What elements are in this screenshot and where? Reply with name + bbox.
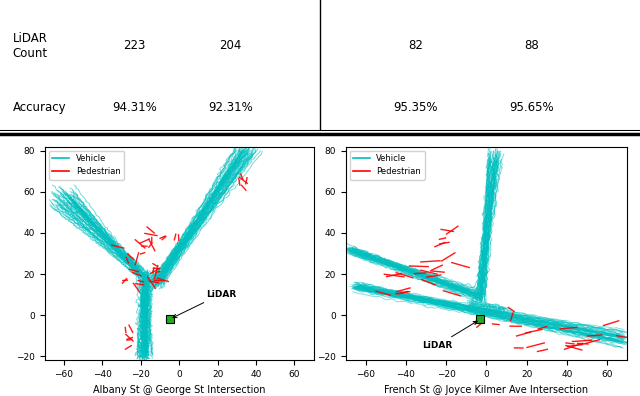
Text: 88: 88 — [524, 39, 539, 52]
Text: 204: 204 — [220, 39, 241, 52]
Text: 82: 82 — [408, 39, 424, 52]
Legend: Vehicle, Pedestrian: Vehicle, Pedestrian — [350, 151, 424, 179]
Text: 92.31%: 92.31% — [208, 101, 253, 114]
X-axis label: French St @ Joyce Kilmer Ave Intersection: French St @ Joyce Kilmer Ave Intersectio… — [385, 385, 588, 395]
Text: LiDAR: LiDAR — [422, 321, 477, 350]
Text: 94.31%: 94.31% — [112, 101, 157, 114]
Text: 223: 223 — [124, 39, 145, 52]
Legend: Vehicle, Pedestrian: Vehicle, Pedestrian — [49, 151, 124, 179]
Text: Accuracy: Accuracy — [13, 101, 67, 114]
Text: LiDAR
Count: LiDAR Count — [13, 32, 48, 60]
Text: 95.65%: 95.65% — [509, 101, 554, 114]
Text: 95.35%: 95.35% — [394, 101, 438, 114]
X-axis label: Albany St @ George St Intersection: Albany St @ George St Intersection — [93, 385, 266, 395]
Text: LiDAR: LiDAR — [173, 289, 236, 318]
